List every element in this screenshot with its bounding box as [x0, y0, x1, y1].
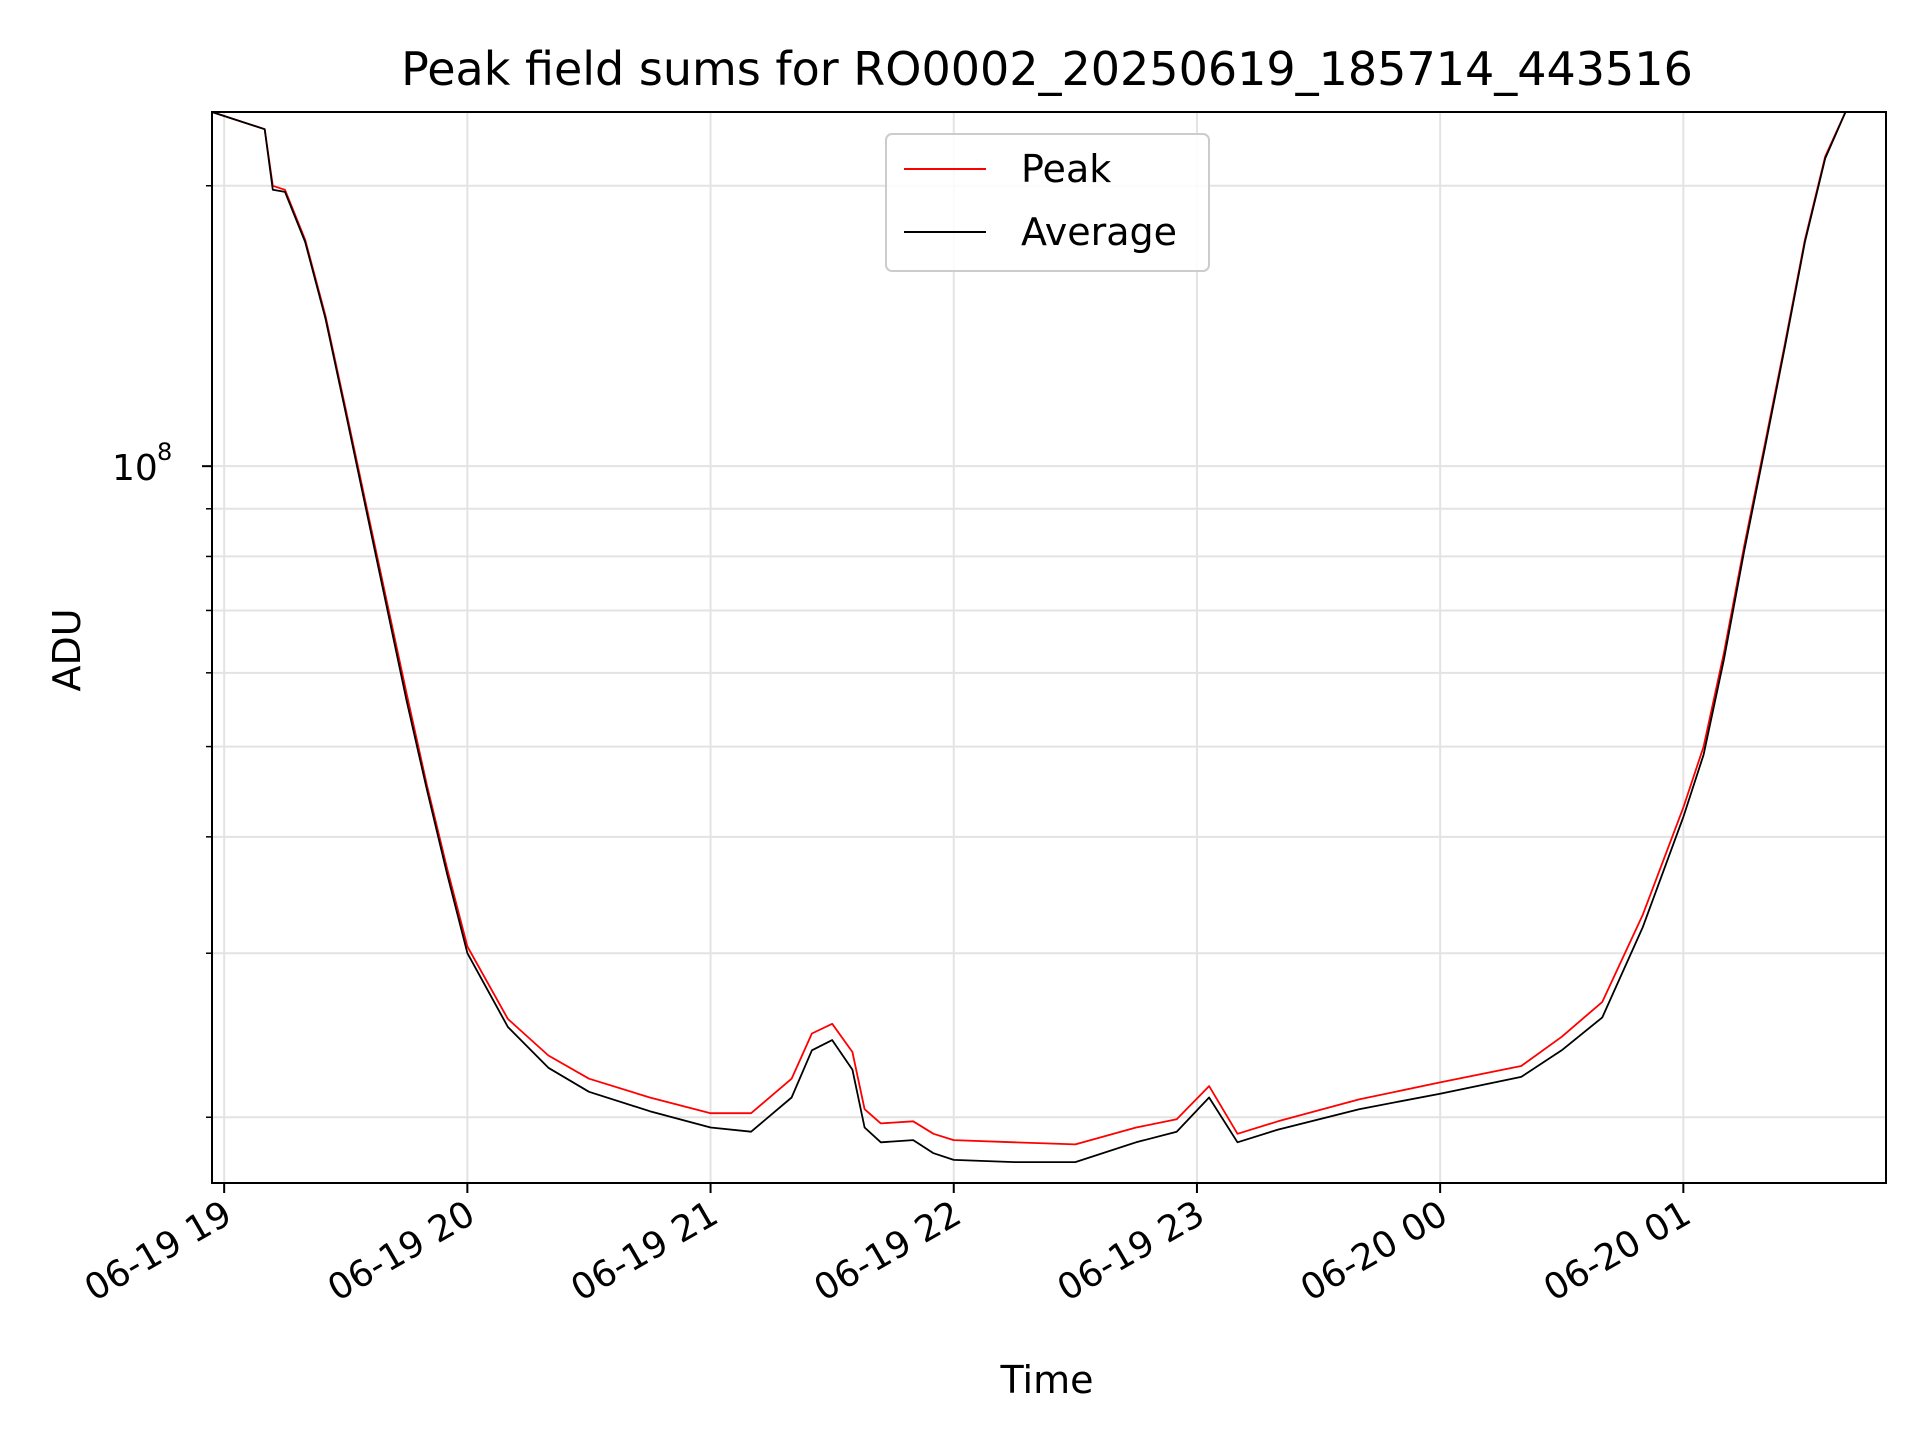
x-axis-label: Time [1000, 1358, 1094, 1402]
y-axis-label: ADU [45, 608, 89, 691]
y-tick-label-exponent: 8 [157, 438, 172, 466]
x-tick-label: 06-20 01 [1537, 1193, 1698, 1309]
y-axis-ticks: 10 8 [112, 185, 212, 1119]
x-tick-label: 06-19 19 [78, 1193, 239, 1309]
legend-label-peak: Peak [1021, 147, 1111, 191]
legend: Peak Average [885, 133, 1210, 272]
x-tick-label: 06-20 00 [1294, 1193, 1455, 1309]
legend-label-average: Average [1021, 210, 1177, 254]
x-tick-label: 06-19 22 [808, 1193, 969, 1309]
y-tick-label-base: 10 [112, 448, 158, 489]
series-line-peak [212, 112, 1886, 1146]
x-tick-label: 06-19 20 [321, 1193, 482, 1309]
series-line-average [212, 112, 1886, 1163]
chart-title: Peak field sums for RO0002_20250619_1857… [401, 42, 1693, 96]
x-tick-label: 06-19 23 [1051, 1193, 1212, 1309]
x-tick-label: 06-19 21 [564, 1193, 725, 1309]
x-axis-ticks: 06-19 19 06-19 20 06-19 21 06-19 22 06-19 23… [78, 1183, 1698, 1310]
grid-lines [212, 112, 1886, 1183]
plot-frame [211, 111, 1887, 1184]
series-lines [212, 112, 1886, 1163]
